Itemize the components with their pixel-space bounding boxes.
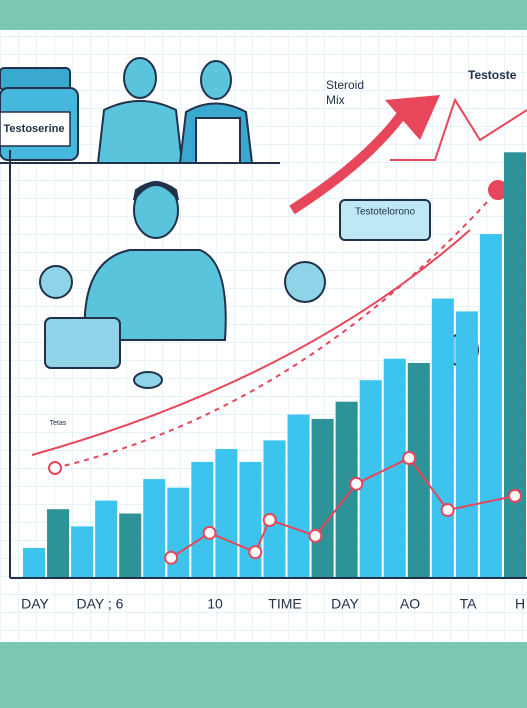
bar xyxy=(95,500,118,578)
bar xyxy=(479,234,502,578)
bar xyxy=(47,509,70,578)
sign-label: Testotelorono xyxy=(355,207,415,218)
x-label: TIME xyxy=(268,596,301,612)
x-label: TA xyxy=(460,596,478,612)
men xyxy=(96,57,254,164)
bar xyxy=(263,440,286,578)
bar xyxy=(239,461,262,578)
line-point xyxy=(164,550,179,565)
x-label: 10 xyxy=(207,596,223,612)
small-label: Tetas xyxy=(50,420,67,427)
bar xyxy=(191,461,214,578)
bar xyxy=(215,449,238,578)
line-point xyxy=(248,545,263,560)
label-top: Testoste xyxy=(468,68,517,82)
line-point xyxy=(507,488,522,503)
x-label: H xyxy=(515,596,525,612)
line-point xyxy=(262,512,277,527)
line-point xyxy=(308,528,323,543)
bar xyxy=(311,418,334,578)
x-label: AO xyxy=(400,596,420,612)
bar xyxy=(431,298,454,578)
bar xyxy=(143,479,166,578)
curve-point xyxy=(48,461,62,475)
bar xyxy=(119,513,142,578)
label-steroid: Steroid xyxy=(326,78,364,92)
curve xyxy=(31,229,471,456)
bar xyxy=(71,526,94,578)
trend-arrow xyxy=(289,107,410,215)
sign xyxy=(339,199,431,241)
bar xyxy=(335,401,358,578)
jar-label: Testoserine xyxy=(4,123,65,135)
bar xyxy=(23,547,46,578)
mini-line xyxy=(390,97,527,161)
icon xyxy=(39,265,73,299)
arrow-head xyxy=(385,95,440,140)
dashed-curve xyxy=(54,189,499,469)
x-label: DAY xyxy=(331,596,359,612)
bar xyxy=(503,152,526,579)
line-point xyxy=(349,476,364,491)
bar xyxy=(383,358,406,578)
line-point xyxy=(202,525,217,540)
bar xyxy=(359,380,382,578)
jar: Testoserine xyxy=(0,67,79,161)
icon xyxy=(284,261,326,303)
bar xyxy=(455,311,478,578)
x-label: DAY ; 6 xyxy=(77,596,124,612)
label-mix: Mix xyxy=(326,93,345,107)
bar xyxy=(287,414,310,578)
muscle-man xyxy=(44,181,227,389)
line-point xyxy=(402,451,417,466)
x-label: DAY xyxy=(21,596,49,612)
line-point xyxy=(440,503,455,518)
